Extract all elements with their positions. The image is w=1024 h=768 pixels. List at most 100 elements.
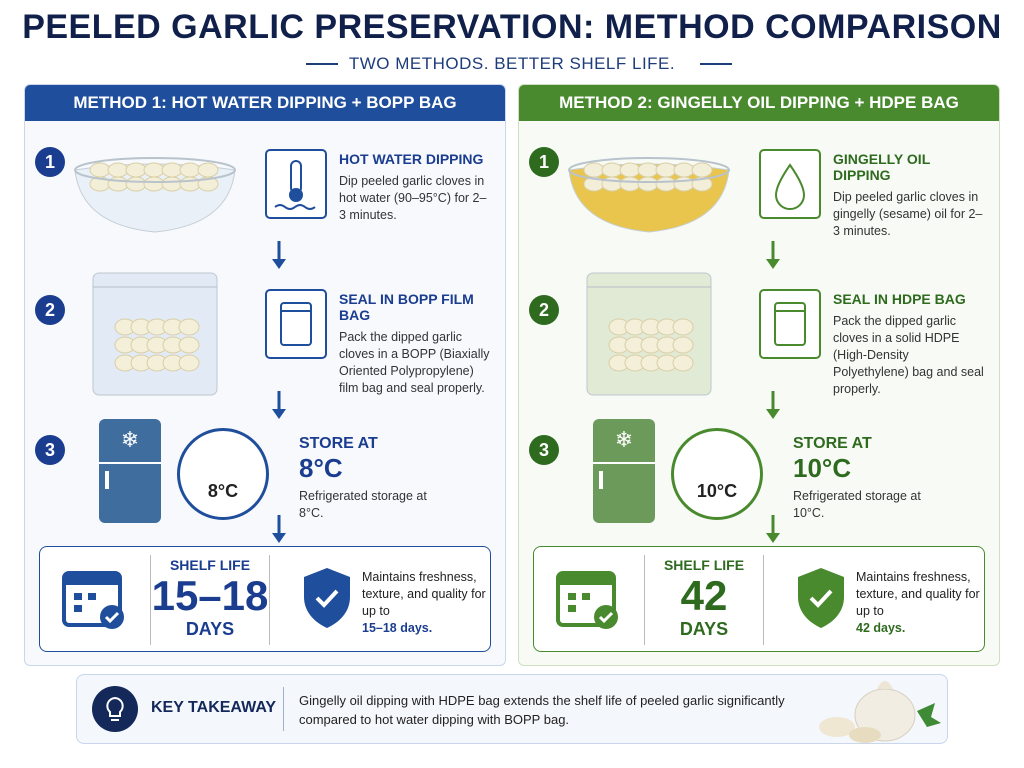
graphic-part <box>74 593 82 600</box>
graphic-part <box>568 157 730 183</box>
step-heading: SEAL IN BOPP FILM BAG <box>339 291 474 323</box>
takeaway-label: KEY TAKEAWAY <box>151 699 277 716</box>
graphic-part <box>178 354 200 372</box>
graphic-part <box>161 162 183 178</box>
step-text: Pack the dipped garlic cloves in a BOPP … <box>339 330 490 395</box>
graphic-part: ❄ <box>615 427 633 452</box>
graphic-part <box>766 409 780 419</box>
graphic-part <box>819 717 855 737</box>
graphic-part <box>161 176 183 192</box>
graphic-part <box>143 162 165 178</box>
bowl-illustration <box>568 157 730 233</box>
divider <box>644 555 764 645</box>
graphic-part <box>179 162 201 178</box>
graphic-part <box>601 162 623 178</box>
graphic-part <box>759 289 821 359</box>
takeaway-text: Gingelly oil dipping with HDPE bag exten… <box>299 693 785 727</box>
graphic-part <box>774 163 806 210</box>
step-number: 1 <box>529 147 559 177</box>
shelf-block: SHELF LIFE 42 DAYS <box>644 557 764 640</box>
step-heading: HOT WATER DIPPING <box>339 151 484 167</box>
method-panel: METHOD 2: GINGELLY OIL DIPPING + HDPE BA… <box>518 84 1000 666</box>
graphic-part <box>315 589 339 608</box>
gauge-label: 8°C <box>207 481 239 501</box>
graphic-part <box>568 605 576 612</box>
graphic-part <box>766 533 780 543</box>
bulb-icon <box>92 686 138 732</box>
graphic-part <box>568 593 576 600</box>
graphic-part <box>89 162 111 178</box>
arrow <box>766 391 780 419</box>
graphic-part <box>672 336 694 354</box>
shelf-label: SHELF LIFE <box>663 557 745 573</box>
divider <box>306 63 338 65</box>
takeaway-box: KEY TAKEAWAY Gingelly oil dipping with H… <box>76 674 948 744</box>
shelf-value: 42 <box>680 572 728 619</box>
graphic-part <box>599 471 603 489</box>
graphic-part <box>64 573 120 585</box>
step-number: 3 <box>529 435 559 465</box>
step-number: 2 <box>35 295 65 325</box>
step-heading: GINGELLY OIL DIPPING <box>833 151 930 183</box>
graphic-part <box>99 419 161 523</box>
shelf-value: 15–18 <box>151 572 269 619</box>
graphic-part <box>637 162 659 178</box>
graphic-part <box>178 336 200 354</box>
graphic-part <box>74 605 82 612</box>
graphic-part <box>798 568 844 628</box>
graphic-part <box>272 409 286 419</box>
shield-icon <box>304 568 350 628</box>
graphic-part <box>143 176 165 192</box>
store-temp: 8°C <box>299 453 343 483</box>
subtitle: TWO METHODS. BETTER SHELF LIFE. <box>348 54 676 73</box>
step-icon <box>265 289 327 359</box>
divider <box>150 555 270 645</box>
arrow <box>766 515 780 543</box>
arrow <box>272 515 286 543</box>
graphic-part <box>104 611 120 624</box>
step-number: 3 <box>35 435 65 465</box>
graphic-part <box>809 589 833 608</box>
step-icon <box>265 149 327 219</box>
store-block: STORE AT 8°C Refrigerated storage at 8°C… <box>299 435 489 522</box>
method-header: METHOD 1: HOT WATER DIPPING + BOPP BAG <box>25 85 505 121</box>
store-block: STORE AT 10°C Refrigerated storage at 10… <box>793 435 983 522</box>
graphic-part <box>88 593 96 600</box>
graphic-part <box>304 568 350 628</box>
fridge-illustration: ❄ <box>593 419 655 523</box>
graphic-part <box>558 573 614 585</box>
graphic-part <box>691 162 713 178</box>
graphic-part <box>107 162 129 178</box>
step-text-block: SEAL IN HDPE BAG Pack the dipped garlic c… <box>833 291 985 398</box>
graphic-part <box>759 149 821 219</box>
graphic-part <box>125 162 147 178</box>
graphic-part <box>673 176 695 192</box>
graphic-part <box>179 176 201 192</box>
shelf-unit: DAYS <box>679 619 729 639</box>
calendar-icon <box>556 571 618 629</box>
shelf-label: SHELF LIFE <box>169 557 251 573</box>
shelf-note: Maintains freshness, texture, and qualit… <box>856 570 980 618</box>
graphic-part <box>92 686 138 732</box>
arrow <box>272 241 286 269</box>
step-text: Dip peeled garlic cloves in gingelly (se… <box>833 190 983 238</box>
calendar-icon <box>62 571 124 629</box>
method-panel: METHOD 1: HOT WATER DIPPING + BOPP BAG 1… <box>24 84 506 666</box>
gauge-label: 10°C <box>696 481 738 501</box>
step-text: Pack the dipped garlic cloves in a solid… <box>833 314 984 396</box>
shelf-note: Maintains freshness, texture, and qualit… <box>362 570 486 618</box>
bag-illustration <box>92 272 218 396</box>
graphic-part <box>849 727 881 743</box>
graphic-part <box>106 696 124 717</box>
graphic-part <box>593 419 655 523</box>
step-number: 2 <box>529 295 559 325</box>
graphic-part <box>598 611 614 624</box>
temperature-gauge: 10°C <box>671 428 763 520</box>
graphic-part: ❄ <box>121 427 139 452</box>
divider <box>700 63 732 65</box>
graphic-part <box>619 176 641 192</box>
graphic-part <box>917 703 941 727</box>
graphic-part <box>265 289 327 359</box>
divider <box>283 687 284 731</box>
